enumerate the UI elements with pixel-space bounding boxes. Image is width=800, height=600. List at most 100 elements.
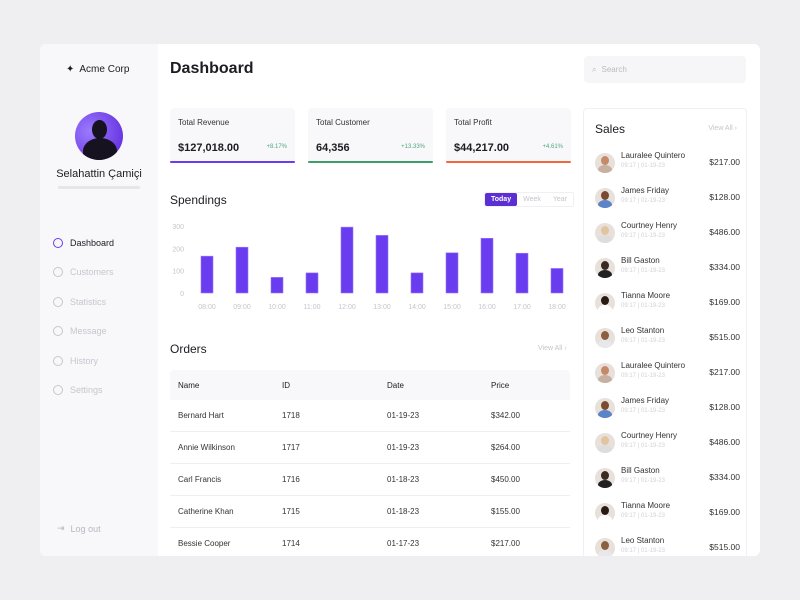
sales-title: Sales: [595, 122, 626, 136]
avatar: [595, 503, 615, 523]
sales-price: $334.00: [709, 262, 740, 272]
stat-card-total-profit[interactable]: Total Profit $44,217.00 +4.61%: [446, 108, 571, 163]
sales-date: 09:17 | 01-19-23: [621, 513, 665, 519]
table-cell: $264.00: [491, 443, 520, 452]
sales-date: 09:17 | 01-19-23: [621, 163, 665, 169]
sidebar-item-statistics[interactable]: Statistics: [53, 287, 114, 317]
sales-price: $128.00: [709, 192, 740, 202]
sales-price: $515.00: [709, 332, 740, 342]
column-header-price[interactable]: Price: [491, 380, 510, 390]
avatar[interactable]: [75, 112, 123, 160]
stat-label: Total Profit: [454, 118, 492, 127]
table-cell: $155.00: [491, 507, 520, 516]
table-cell: Carl Francis: [178, 475, 222, 484]
y-tick-label: 0: [180, 291, 184, 298]
avatar: [595, 328, 615, 348]
sales-item[interactable]: Courtney Henry 09:17 | 01-19-23 $486.00: [595, 431, 740, 466]
stat-card-total-revenue[interactable]: Total Revenue $127,018.00 +8.17%: [170, 108, 295, 163]
sales-date: 09:17 | 01-19-23: [621, 443, 665, 449]
sales-panel: Sales View All › Lauralee Quintero 09:17 …: [583, 108, 747, 556]
sidebar-nav: Dashboard Customers Statistics Message Histo…: [53, 228, 114, 405]
sales-date: 09:17 | 01-19-23: [621, 408, 665, 414]
sales-name: Lauralee Quintero: [621, 151, 686, 160]
x-tick-label: 18:00: [548, 304, 566, 311]
bar-09:00: [235, 246, 249, 294]
stat-accent-bar: [308, 161, 433, 163]
sales-price: $169.00: [709, 297, 740, 307]
history-icon: [53, 355, 63, 366]
sparkle-icon: ✦: [66, 64, 75, 75]
table-row[interactable]: Bessie Cooper 1714 01-17-23 $217.00: [170, 528, 570, 556]
sidebar-item-message[interactable]: Message: [53, 317, 114, 347]
app-window: ✦ Acme Corp Selahattin Çamiçi Dashboard Cu…: [40, 44, 760, 556]
table-row[interactable]: Catherine Khan 1715 01-18-23 $155.00: [170, 496, 570, 528]
y-tick-label: 300: [172, 224, 184, 231]
sidebar-item-customers[interactable]: Customers: [53, 258, 114, 288]
search-placeholder: Search: [601, 65, 627, 74]
sidebar-item-history[interactable]: History: [53, 346, 114, 376]
sales-name: James Friday: [621, 186, 670, 195]
table-header: Name ID Date Price: [170, 370, 570, 400]
sales-item[interactable]: James Friday 09:17 | 01-19-23 $128.00: [595, 396, 740, 431]
page-title: Dashboard: [170, 60, 254, 77]
avatar: [595, 258, 615, 278]
sales-item[interactable]: Bill Gaston 09:17 | 01-19-23 $334.00: [595, 256, 740, 291]
sidebar-item-settings[interactable]: Settings: [53, 376, 114, 406]
table-cell: 01-17-23: [387, 539, 420, 548]
sales-price: $334.00: [709, 472, 740, 482]
column-header-id[interactable]: ID: [282, 380, 290, 390]
sales-item[interactable]: Lauralee Quintero 09:17 | 01-19-23 $217.00: [595, 151, 740, 186]
sales-item[interactable]: Leo Stanton 09:17 | 01-19-23 $515.00: [595, 326, 740, 361]
stat-label: Total Revenue: [178, 118, 230, 127]
sales-item[interactable]: Leo Stanton 09:17 | 01-19-23 $515.00: [595, 536, 740, 556]
x-tick-label: 08:00: [198, 304, 216, 311]
orders-view-all[interactable]: View All ›: [538, 345, 567, 352]
sidebar-item-label: Dashboard: [70, 237, 115, 248]
column-header-name[interactable]: Name: [178, 380, 200, 390]
sales-view-all[interactable]: View All ›: [708, 125, 737, 132]
table-row[interactable]: Bernard Hart 1718 01-19-23 $342.00: [170, 400, 570, 432]
x-tick-label: 15:00: [443, 304, 461, 311]
stat-change: +4.61%: [542, 144, 563, 150]
bar-16:00: [480, 237, 494, 294]
stat-card-total-customer[interactable]: Total Customer 64,356 +13.33%: [308, 108, 433, 163]
search-icon: ⌕: [592, 64, 597, 74]
bar-18:00: [550, 268, 564, 294]
table-cell: 01-18-23: [387, 475, 420, 484]
sales-name: Leo Stanton: [621, 326, 665, 335]
x-tick-label: 17:00: [513, 304, 531, 311]
sales-price: $128.00: [709, 402, 740, 412]
column-header-date[interactable]: Date: [387, 380, 404, 390]
sales-item[interactable]: Lauralee Quintero 09:17 | 01-19-23 $217.00: [595, 361, 740, 396]
table-cell: $217.00: [491, 539, 520, 548]
sales-price: $217.00: [709, 157, 740, 167]
sales-price: $486.00: [709, 227, 740, 237]
search-input[interactable]: ⌕ Search: [584, 56, 746, 83]
sales-item[interactable]: Courtney Henry 09:17 | 01-19-23 $486.00: [595, 221, 740, 256]
table-cell: Catherine Khan: [178, 507, 234, 516]
table-row[interactable]: Carl Francis 1716 01-18-23 $450.00: [170, 464, 570, 496]
sales-item[interactable]: Bill Gaston 09:17 | 01-19-23 $334.00: [595, 466, 740, 501]
range-tab-today[interactable]: Today: [485, 193, 518, 206]
range-tab-week[interactable]: Week: [523, 196, 541, 203]
users-icon: [53, 267, 63, 278]
sales-item[interactable]: James Friday 09:17 | 01-19-23 $128.00: [595, 186, 740, 221]
brand-logo[interactable]: ✦ Acme Corp: [66, 64, 129, 75]
x-tick-label: 11:00: [304, 304, 321, 311]
table-cell: Annie Wilkinson: [178, 443, 235, 452]
sales-date: 09:17 | 01-19-23: [621, 233, 665, 239]
sales-price: $169.00: [709, 507, 740, 517]
sales-item[interactable]: Tianna Moore 09:17 | 01-19-23 $169.00: [595, 291, 740, 326]
range-tab-year[interactable]: Year: [552, 196, 568, 203]
sidebar-item-label: Statistics: [70, 296, 107, 307]
sales-item[interactable]: Tianna Moore 09:17 | 01-19-23 $169.00: [595, 501, 740, 536]
table-cell: 01-18-23: [387, 507, 420, 516]
table-row[interactable]: Annie Wilkinson 1717 01-19-23 $264.00: [170, 432, 570, 464]
logout-button[interactable]: ⇥ Log out: [57, 523, 101, 534]
x-tick-label: 14:00: [408, 304, 426, 311]
user-subtitle-placeholder: [58, 186, 140, 189]
avatar: [595, 398, 615, 418]
sidebar-item-dashboard[interactable]: Dashboard: [53, 228, 114, 258]
table-cell: 1715: [282, 507, 300, 516]
y-tick-label: 200: [172, 246, 184, 253]
